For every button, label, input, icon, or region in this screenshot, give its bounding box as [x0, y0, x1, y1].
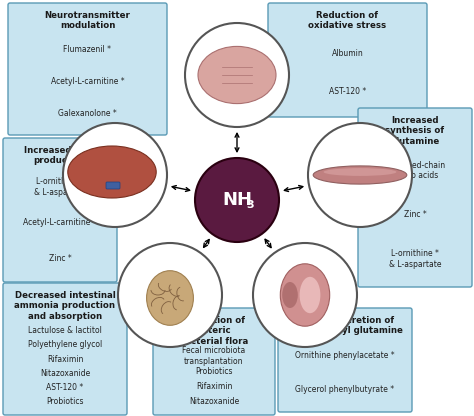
- Text: Rifaximin: Rifaximin: [196, 382, 232, 391]
- Circle shape: [118, 243, 222, 347]
- Text: Probiotics: Probiotics: [195, 366, 233, 376]
- Text: Branched-chain
amino acids: Branched-chain amino acids: [385, 161, 445, 180]
- Text: Reduction of
oxidative stress: Reduction of oxidative stress: [309, 11, 387, 30]
- Text: L-ornithine *
& L-aspartate: L-ornithine * & L-aspartate: [389, 249, 441, 269]
- FancyBboxPatch shape: [3, 283, 127, 415]
- Text: Lactulose & lactitol: Lactulose & lactitol: [28, 326, 102, 335]
- Text: Acetyl-L-carnitine *: Acetyl-L-carnitine *: [23, 218, 97, 227]
- Text: NH: NH: [222, 191, 252, 209]
- Text: Zinc *: Zinc *: [404, 210, 427, 219]
- Text: L-ornithine *
& L-aspartate: L-ornithine * & L-aspartate: [34, 177, 86, 196]
- FancyBboxPatch shape: [3, 138, 117, 282]
- FancyBboxPatch shape: [278, 308, 412, 412]
- Circle shape: [308, 123, 412, 227]
- Ellipse shape: [324, 168, 396, 176]
- Ellipse shape: [313, 166, 407, 184]
- Text: Acetyl-L-carnitine *: Acetyl-L-carnitine *: [51, 77, 124, 86]
- Text: AST-120 *: AST-120 *: [329, 87, 366, 96]
- Text: Decreased intestinal
ammonia production
and absorption: Decreased intestinal ammonia production …: [15, 291, 116, 321]
- Text: Nitazoxanide: Nitazoxanide: [40, 369, 90, 378]
- Text: AST-120 *: AST-120 *: [46, 383, 83, 392]
- Text: Fecal microbiota
transplantation: Fecal microbiota transplantation: [182, 347, 246, 366]
- Ellipse shape: [280, 264, 330, 326]
- FancyBboxPatch shape: [268, 3, 427, 117]
- Ellipse shape: [300, 277, 320, 313]
- Text: Neurotransmitter
modulation: Neurotransmitter modulation: [45, 11, 130, 30]
- Ellipse shape: [146, 271, 193, 325]
- FancyBboxPatch shape: [358, 108, 472, 287]
- Text: Urinary excretion of
phenylacetyl glutamine: Urinary excretion of phenylacetyl glutam…: [288, 316, 402, 335]
- Ellipse shape: [282, 282, 298, 308]
- FancyBboxPatch shape: [8, 3, 167, 135]
- Text: Increased
synthesis of
glutamine: Increased synthesis of glutamine: [385, 116, 445, 146]
- Circle shape: [185, 23, 289, 127]
- Text: Zinc *: Zinc *: [49, 254, 72, 262]
- Circle shape: [253, 243, 357, 347]
- Text: Ornithine phenylacetate *: Ornithine phenylacetate *: [295, 351, 395, 360]
- Text: Galexanolone *: Galexanolone *: [58, 109, 117, 118]
- Text: Flumazenil *: Flumazenil *: [64, 45, 111, 54]
- Ellipse shape: [68, 146, 156, 198]
- Text: Nitazoxanide: Nitazoxanide: [189, 397, 239, 406]
- Circle shape: [195, 158, 279, 242]
- Text: Rifaximin: Rifaximin: [47, 354, 83, 364]
- FancyBboxPatch shape: [153, 308, 275, 415]
- Text: Polyethylene glycol: Polyethylene glycol: [28, 340, 102, 349]
- Text: Increased urea
production: Increased urea production: [24, 146, 96, 166]
- Text: 3: 3: [246, 200, 254, 210]
- Circle shape: [63, 123, 167, 227]
- Text: Alteration of
enteric
bacterial flora: Alteration of enteric bacterial flora: [179, 316, 249, 346]
- Text: Albumin: Albumin: [332, 49, 364, 58]
- Ellipse shape: [198, 47, 276, 104]
- Text: Glycerol phenylbutyrate *: Glycerol phenylbutyrate *: [295, 385, 394, 394]
- FancyBboxPatch shape: [106, 182, 120, 189]
- Text: Probiotics: Probiotics: [46, 397, 84, 406]
